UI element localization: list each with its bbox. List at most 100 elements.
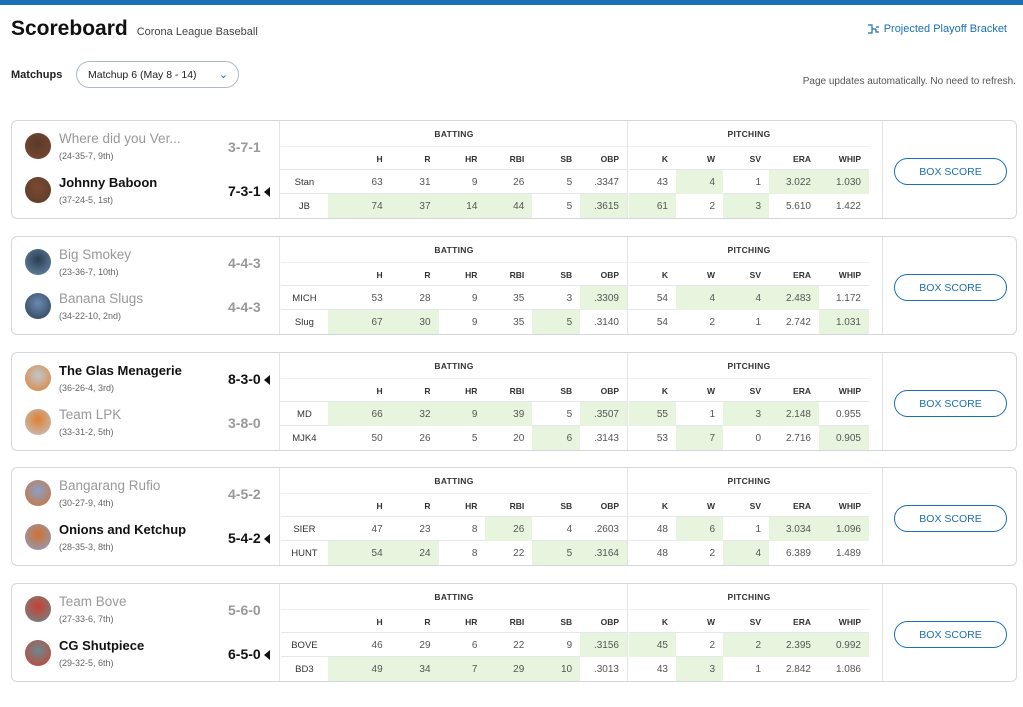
pitching-stats: PITCHING K W SV ERA WHIP 48 6 1 3.034 1.096 48 2 4 6.3… [629,468,869,565]
box-score-button[interactable]: BOX SCORE [894,158,1007,185]
pitching-stat-cell: 1.422 [835,200,861,212]
batting-title: BATTING [434,245,474,255]
batting-stat-cell: 46 [371,639,383,651]
batting-stat-cell: 9 [438,402,486,426]
batting-stat-cell: 24 [390,541,439,565]
batting-col-header: HR [465,617,478,627]
matchup-card: Bangarang Rufio (30-27-9, 4th) 4-5-2 Onions… [11,467,1017,566]
pitching-stats: PITCHING K W SV ERA WHIP 55 1 3 2.148 0.955 53 7 0 2.7… [629,353,869,450]
winner-arrow-icon [263,375,270,386]
box-score-divider [882,121,883,218]
box-score-divider [882,237,883,334]
pitching-stat-cell: 4 [676,286,723,310]
team-name[interactable]: CG Shutpiece [59,638,145,653]
batting-col-header: OBP [600,501,619,511]
team-name[interactable]: The Glas Menagerie [59,363,182,378]
box-score-button[interactable]: BOX SCORE [894,274,1007,301]
box-score-button[interactable]: BOX SCORE [894,505,1007,532]
team-name[interactable]: Where did you Ver... [59,131,181,146]
batting-col-header: RBI [509,386,525,396]
team-score: 3-7-1 [228,139,261,155]
projected-playoff-bracket-link[interactable]: Projected Playoff Bracket [867,23,1007,35]
matchup-teams: Bangarang Rufio (30-27-9, 4th) 4-5-2 Onions… [12,468,280,565]
batting-row: HUNT 54 24 8 22 5.3164 [281,541,627,565]
batting-stat-cell: 6 [532,426,581,450]
team-score-value: 8-3-0 [228,371,261,387]
matchup-teams: The Glas Menagerie (36-26-4, 3rd) 8-3-0 Tea… [12,353,280,450]
pitching-stat-cell: 2.148 [769,402,819,426]
batting-stats: BATTING H R HR RBI SB OBP MICH 53 28 9 35 3.3309 Slug… [281,237,628,334]
batting-col-header: R [424,386,431,396]
pitching-stat-cell: 2 [723,633,769,657]
pitching-stat-cell: 1.086 [835,663,861,675]
batting-stats: BATTING H R HR RBI SB OBP MD 66 32 9 39 5.3507 MJK4 50… [281,353,628,450]
team-avatar [25,249,51,275]
batting-stat-cell: 50 [371,432,383,444]
batting-row: Slug 67 30 9 35 5 .3140 [281,310,627,334]
pitching-stat-cell: 2 [709,316,715,328]
team-name[interactable]: Onions and Ketchup [59,522,187,537]
pitching-stat-cell: 1 [709,408,715,420]
batting-col-header: SB [560,617,573,627]
matchup-teams: Where did you Ver... (24-35-7, 9th) 3-7-1 J… [12,121,280,218]
pitching-col-header: WHIP [838,154,861,164]
batting-stat-cell: 53 [371,292,383,304]
pitching-header-row: K W SV ERA WHIP [629,609,869,633]
pitching-stat-cell: 2 [709,200,715,212]
team-name[interactable]: Team LPK [59,407,122,422]
batting-col-header: HR [465,154,478,164]
team-avatar [25,177,51,203]
team-abbr: SIER [293,523,316,535]
pitching-header-row: K W SV ERA WHIP [629,146,869,170]
pitching-col-header: WHIP [838,617,861,627]
pitching-stat-cell: 1.031 [819,310,869,334]
team-name[interactable]: Johnny Baboon [59,175,158,190]
pitching-col-header: WHIP [838,501,861,511]
batting-col-header: H [376,154,383,164]
team-abbr: Slug [294,316,314,328]
batting-stat-cell: 23 [419,523,431,535]
pitching-col-header: SV [749,270,761,280]
batting-stat-cell: 9 [471,316,478,328]
team-abbr: MD [297,408,312,420]
matchup-select[interactable]: Matchup 6 (May 8 - 14) ⌄ [76,61,239,88]
team-entry: Johnny Baboon (37-24-5, 1st) 7-3-1 [25,175,275,211]
pitching-stat-cell: 48 [656,547,668,559]
batting-stat-cell: 34 [390,657,439,681]
team-name[interactable]: Bangarang Rufio [59,478,161,493]
team-score-value: 7-3-1 [228,183,261,199]
team-record: (36-26-4, 3rd) [59,383,115,393]
team-name[interactable]: Big Smokey [59,247,132,262]
batting-stat-cell: 14 [438,194,486,218]
team-abbr: MJK4 [292,432,317,444]
batting-stat-cell: 26 [513,176,525,188]
pitching-col-header: W [706,386,715,396]
batting-row: BD3 49 34 7 29 10 .3013 [281,657,627,681]
pitching-stat-cell: 2.716 [785,432,811,444]
pitching-header-row: K W SV ERA WHIP [629,378,869,402]
pitching-col-header: ERA [793,617,811,627]
batting-stat-cell: 66 [327,402,391,426]
batting-col-header: OBP [600,617,619,627]
team-name[interactable]: Team Bove [59,594,127,609]
batting-col-header: R [424,154,431,164]
batting-col-header: HR [465,386,478,396]
bracket-icon [867,23,879,34]
pitching-row: 43 4 1 3.022 1.030 [629,170,869,194]
batting-stat-cell: 28 [419,292,431,304]
pitching-stat-cell: 1 [755,316,761,328]
pitching-stat-cell: 1 [755,523,761,535]
batting-stat-cell: 8 [471,523,478,535]
box-score-button[interactable]: BOX SCORE [894,621,1007,648]
pitching-col-header: W [706,270,715,280]
batting-stats: BATTING H R HR RBI SB OBP BOVE 46 29 6 22 9.3156 BD3 4… [281,584,628,681]
pitching-title: PITCHING [727,361,771,371]
pitching-stat-cell: 43 [656,176,668,188]
pitching-stat-cell: 1 [755,663,761,675]
team-score-value: 6-5-0 [228,646,261,662]
team-name[interactable]: Banana Slugs [59,291,144,306]
box-score-button[interactable]: BOX SCORE [894,390,1007,417]
team-score: 8-3-0 [228,371,270,387]
pitching-row: 54 2 1 2.742 1.031 [629,310,869,334]
winner-arrow-icon [263,650,270,661]
